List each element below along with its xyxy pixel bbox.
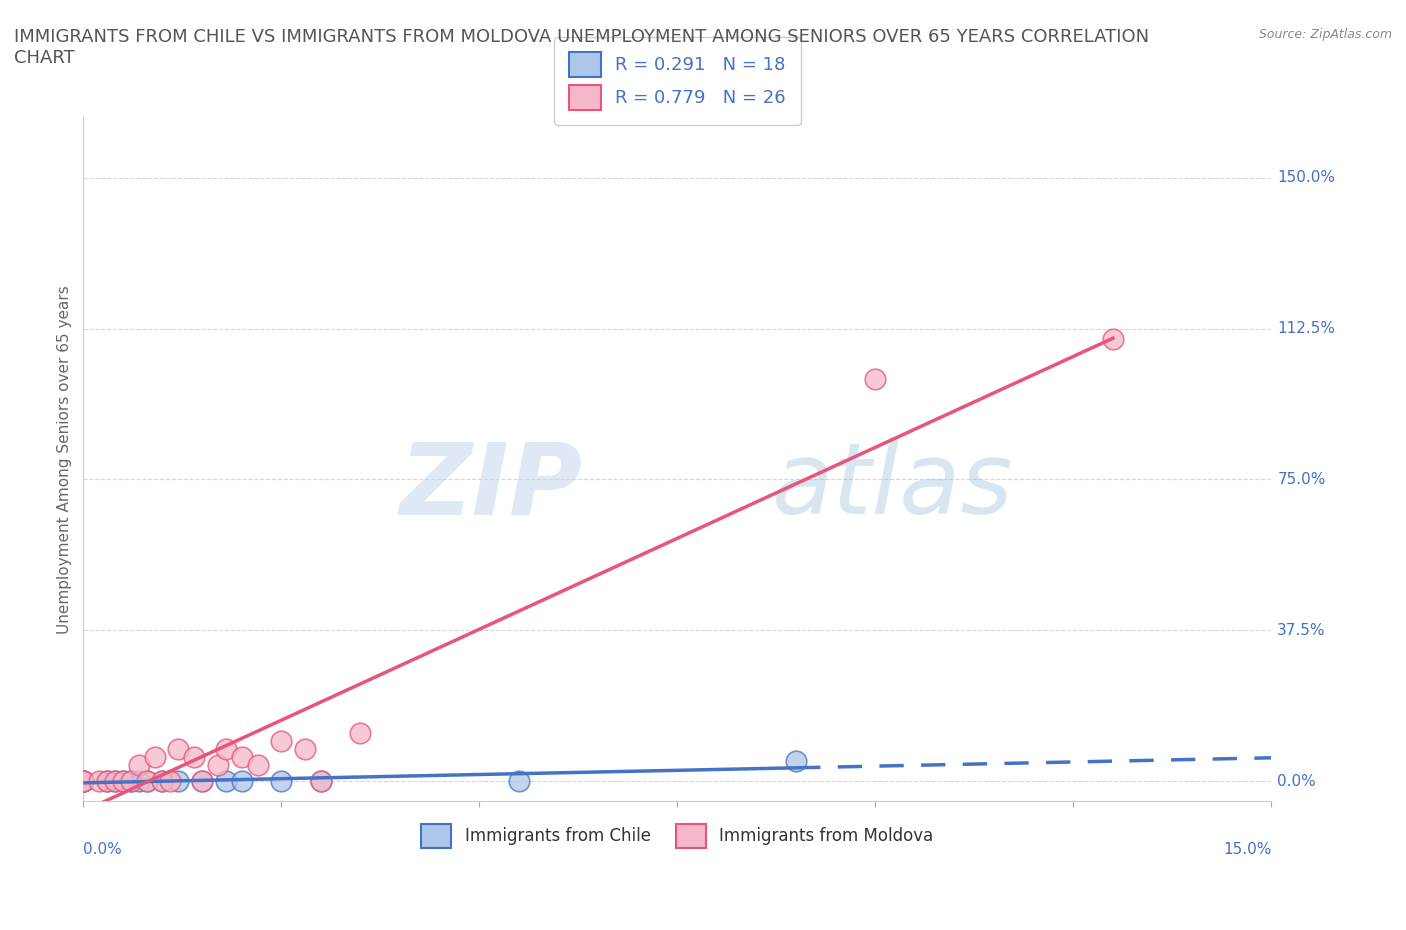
Point	[309, 774, 332, 789]
Point	[72, 774, 94, 789]
Text: ZIP: ZIP	[399, 438, 582, 535]
Text: 15.0%: 15.0%	[1223, 843, 1271, 857]
Point	[167, 774, 190, 789]
Text: 0.0%: 0.0%	[83, 843, 122, 857]
Y-axis label: Unemployment Among Seniors over 65 years: Unemployment Among Seniors over 65 years	[58, 285, 72, 633]
Point	[104, 774, 127, 789]
Point	[89, 774, 111, 789]
Point	[104, 774, 127, 789]
Text: atlas: atlas	[772, 438, 1014, 535]
Point	[152, 774, 174, 789]
Point	[207, 758, 229, 773]
Point	[143, 750, 166, 764]
Point	[72, 774, 94, 789]
Point	[270, 774, 292, 789]
Point	[111, 774, 134, 789]
Point	[865, 371, 887, 386]
Point	[508, 774, 530, 789]
Point	[152, 774, 174, 789]
Point	[96, 774, 118, 789]
Point	[191, 774, 214, 789]
Point	[135, 774, 157, 789]
Point	[246, 758, 269, 773]
Point	[785, 753, 807, 768]
Point	[128, 758, 150, 773]
Point	[270, 734, 292, 749]
Point	[309, 774, 332, 789]
Point	[294, 741, 316, 756]
Text: 150.0%: 150.0%	[1277, 170, 1336, 185]
Point	[128, 774, 150, 789]
Point	[72, 774, 94, 789]
Legend: Immigrants from Chile, Immigrants from Moldova: Immigrants from Chile, Immigrants from M…	[415, 817, 941, 855]
Point	[96, 774, 118, 789]
Text: 37.5%: 37.5%	[1277, 623, 1326, 638]
Point	[159, 774, 181, 789]
Text: Source: ZipAtlas.com: Source: ZipAtlas.com	[1258, 28, 1392, 41]
Point	[167, 741, 190, 756]
Point	[111, 774, 134, 789]
Point	[215, 741, 238, 756]
Point	[349, 725, 371, 740]
Point	[1102, 331, 1125, 346]
Text: 75.0%: 75.0%	[1277, 472, 1326, 487]
Text: 112.5%: 112.5%	[1277, 321, 1336, 336]
Point	[72, 774, 94, 789]
Point	[120, 774, 142, 789]
Text: 0.0%: 0.0%	[1277, 774, 1316, 789]
Point	[72, 774, 94, 789]
Point	[135, 774, 157, 789]
Point	[120, 774, 142, 789]
Text: IMMIGRANTS FROM CHILE VS IMMIGRANTS FROM MOLDOVA UNEMPLOYMENT AMONG SENIORS OVER: IMMIGRANTS FROM CHILE VS IMMIGRANTS FROM…	[14, 28, 1149, 67]
Point	[231, 750, 253, 764]
Point	[191, 774, 214, 789]
Point	[183, 750, 205, 764]
Point	[215, 774, 238, 789]
Point	[72, 774, 94, 789]
Point	[231, 774, 253, 789]
